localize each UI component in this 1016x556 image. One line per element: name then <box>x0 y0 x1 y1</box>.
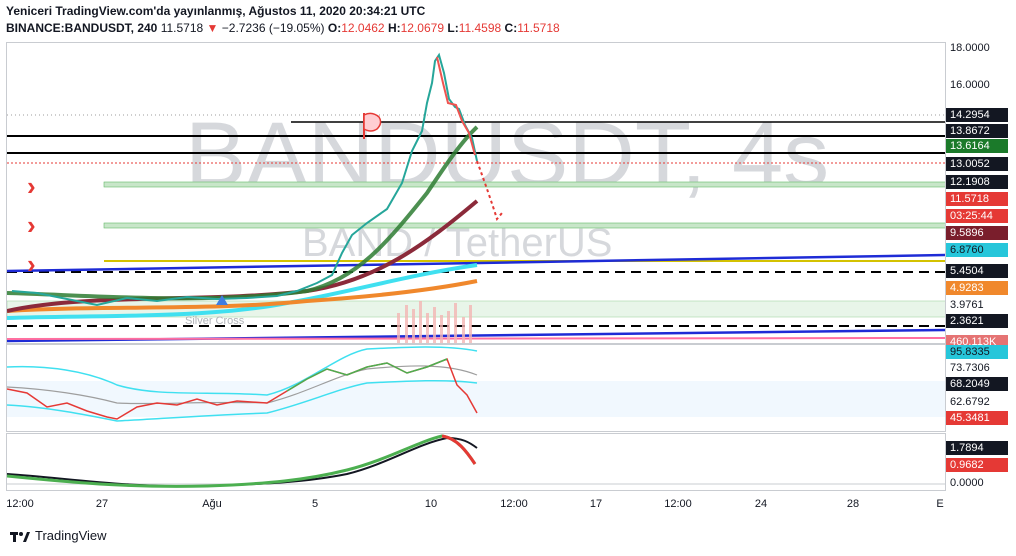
rsi-axis-label: 95.8335 <box>946 345 1008 359</box>
rsi-line <box>7 358 478 420</box>
time-tick: 5 <box>311 498 319 510</box>
time-tick: 28 <box>846 498 860 510</box>
price-axis-label: 11.5718 <box>946 192 1008 206</box>
trend-line-upper <box>7 253 945 273</box>
silver-cross-marker <box>216 295 228 305</box>
publish-line: Yeniceri TradingView.com'da yayınlanmış,… <box>6 4 426 18</box>
price-axis-label: 12.1908 <box>946 175 1008 189</box>
time-tick: 10 <box>424 498 438 510</box>
time-tick: 12:00 <box>664 498 692 510</box>
tradingview-logo-icon <box>10 531 30 542</box>
candles <box>11 52 478 307</box>
price-axis-label: 13.6164 <box>946 139 1008 153</box>
time-tick: 27 <box>95 498 109 510</box>
silver-cross-label: Silver Cross <box>185 315 245 327</box>
rsi-pane[interactable] <box>6 344 946 432</box>
time-tick: E <box>936 498 944 510</box>
low-value: 11.4598 <box>458 21 502 35</box>
price-tick: 18.0000 <box>950 42 990 54</box>
macd-line <box>7 434 477 488</box>
price-axis-label: 13.0052 <box>946 157 1008 171</box>
price-axis-label: 3.9761 <box>946 298 1008 312</box>
chevron-right-icon: › <box>27 249 36 279</box>
close-label: C: <box>504 21 518 35</box>
brand-name: TradingView <box>35 528 107 543</box>
price-chart-drawing <box>7 52 945 343</box>
ma-green <box>7 125 479 301</box>
projection-path <box>476 160 503 222</box>
time-tick: 17 <box>589 498 603 510</box>
symbol-ohlc-bar: BINANCE:BANDUSDT, 240 11.5718 ▼ −2.7236 … <box>6 21 560 35</box>
footer-brand[interactable]: TradingView <box>10 528 107 543</box>
rsi-axis-label: 45.3481 <box>946 411 1008 425</box>
time-tick: 12:00 <box>6 498 34 510</box>
open-label: O: <box>327 21 342 35</box>
chevron-right-icon: › <box>27 210 36 240</box>
rsi-axis-label: 68.2049 <box>946 377 1008 391</box>
price-axis-label: 6.8760 <box>946 243 1008 257</box>
macd-line-down <box>441 434 477 465</box>
rsi-axis-label: 62.6792 <box>946 395 1008 409</box>
last-price: 11.5718 <box>160 21 204 35</box>
macd-axis-label: 0.9682 <box>946 458 1008 472</box>
support-zone-mid <box>103 222 945 229</box>
macd-axis-label: 1.7894 <box>946 441 1008 455</box>
price-axis-label: 2.3621 <box>946 314 1008 328</box>
rsi-line-up <box>286 358 448 392</box>
rsi-lower-band <box>7 379 478 422</box>
time-tick: 24 <box>754 498 768 510</box>
time-axis[interactable]: 12:00 27 Ağu 5 10 12:00 17 12:00 24 28 E <box>6 498 946 516</box>
change-arrow-icon: ▼ <box>206 21 219 35</box>
price-axis-label: 9.5896 <box>946 226 1008 240</box>
flag-icon <box>363 112 382 139</box>
macd-pane[interactable] <box>6 433 946 491</box>
macd-signal-line <box>7 436 478 488</box>
rsi-upper-band <box>7 346 478 396</box>
low-label: L: <box>447 21 459 35</box>
rsi-axis-label: 73.7306 <box>946 361 1008 375</box>
watermark-symbol: BANDUSDT, 4s <box>185 104 830 206</box>
watermark-pair: BAND / TetherUS <box>302 221 613 265</box>
price-axis-label: 4.9283 <box>946 281 1008 295</box>
price-change: −2.7236 (−19.05%) <box>221 21 325 35</box>
price-axis-label: 14.2954 <box>946 108 1008 122</box>
ma-orange <box>7 279 478 313</box>
support-zone-upper <box>103 181 945 188</box>
macd-drawing <box>7 434 945 488</box>
price-axis-label: 13.8672 <box>946 124 1008 138</box>
time-tick: Ağu <box>202 498 222 510</box>
price-axis-label: 5.4504 <box>946 264 1008 278</box>
rsi-drawing <box>7 346 478 422</box>
macd-axis-label: 0.0000 <box>946 476 1008 490</box>
close-value: 11.5718 <box>517 21 560 35</box>
price-pane[interactable]: BANDUSDT, 4s BAND / TetherUS <box>6 42 946 344</box>
price-tick: 16.0000 <box>950 79 990 91</box>
high-label: H: <box>387 21 401 35</box>
time-tick: 12:00 <box>500 498 528 510</box>
volume-bars <box>397 301 472 343</box>
high-value: 12.0679 <box>400 21 445 35</box>
pink-line <box>7 337 945 340</box>
price-axis-label: 03:25:44 <box>946 209 1008 223</box>
open-value: 12.0462 <box>341 21 385 35</box>
publish-info: Yeniceri TradingView.com'da yayınlanmış,… <box>6 4 425 18</box>
chevron-right-icon: › <box>27 171 36 201</box>
symbol-label[interactable]: BINANCE:BANDUSDT, 240 <box>6 21 158 35</box>
